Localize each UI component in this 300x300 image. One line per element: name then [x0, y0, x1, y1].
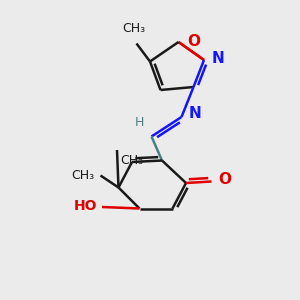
- Text: CH₃: CH₃: [71, 169, 94, 182]
- Text: N: N: [189, 106, 202, 122]
- Text: H: H: [135, 116, 144, 129]
- Text: CH₃: CH₃: [120, 154, 143, 167]
- Text: O: O: [187, 34, 200, 50]
- Text: CH₃: CH₃: [122, 22, 145, 34]
- Text: O: O: [218, 172, 231, 188]
- Text: N: N: [212, 51, 224, 66]
- Text: HO: HO: [74, 199, 98, 212]
